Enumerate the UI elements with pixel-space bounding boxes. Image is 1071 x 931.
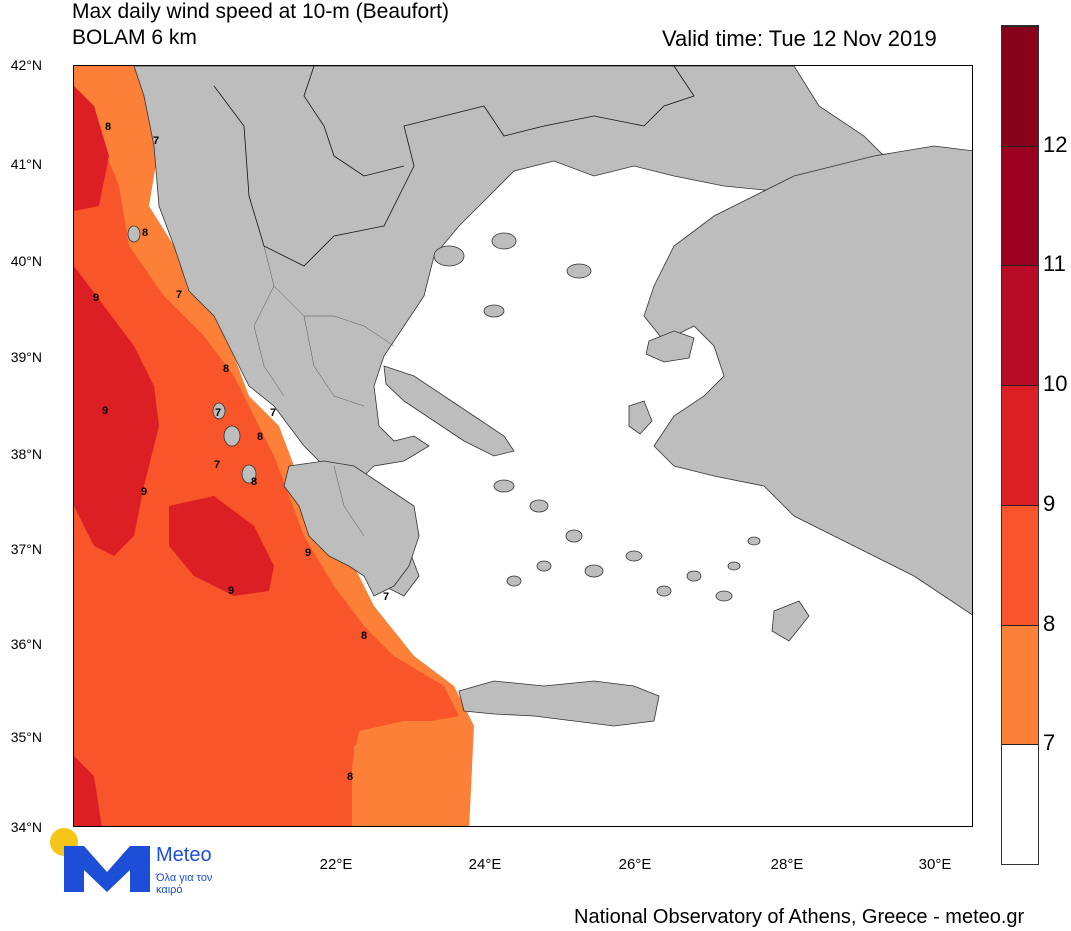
anatomia-landmass — [643, 145, 972, 616]
lon-label-26: 26°E — [618, 856, 652, 873]
contour-label: 9 — [305, 547, 311, 559]
beaufort-8-patch — [352, 721, 472, 826]
evia-island — [383, 365, 515, 457]
contour-label: 8 — [142, 227, 148, 239]
northern-aegean-islands — [433, 232, 592, 318]
colorbar-segment — [1002, 624, 1038, 745]
contour-label: 7 — [383, 591, 389, 603]
beaufort-10-zone — [74, 86, 109, 211]
lat-label-34: 34°N — [10, 819, 42, 835]
contour-label: 7 — [176, 289, 182, 301]
colorbar-segment — [1002, 504, 1038, 625]
m-logo-icon — [64, 846, 150, 892]
colorbar-segment — [1002, 265, 1038, 386]
ionian-islands — [127, 225, 257, 484]
beaufort-colorbar — [1001, 25, 1039, 865]
lat-label-37: 37°N — [10, 541, 42, 557]
lat-label-41: 41°N — [10, 156, 42, 172]
contour-label: 7 — [214, 459, 220, 471]
lat-label-38: 38°N — [10, 446, 42, 462]
crete-island — [458, 680, 660, 727]
chart-title: Max daily wind speed at 10-m (Beaufort) — [72, 0, 450, 23]
colorbar-label: 7 — [1043, 730, 1056, 756]
colorbar-label: 9 — [1043, 490, 1056, 516]
region-borders — [253, 245, 395, 537]
valid-time: Valid time: Tue 12 Nov 2019 — [662, 26, 937, 51]
colorbar-label: 12 — [1043, 131, 1068, 157]
colorbar-label: 10 — [1043, 371, 1068, 397]
contour-label: 8 — [223, 363, 229, 375]
logo-tagline: Όλα για τον καιρό — [156, 872, 213, 896]
contour-label: 8 — [105, 121, 111, 133]
lat-label-40: 40°N — [10, 253, 42, 269]
contour-label: 9 — [228, 585, 234, 597]
country-borders — [213, 66, 695, 267]
contour-label: 8 — [257, 431, 263, 443]
colorbar-segment — [1002, 26, 1038, 146]
lon-label-30: 30°E — [918, 856, 952, 873]
model-name: BOLAM 6 km — [72, 26, 197, 49]
chios-island — [628, 400, 653, 435]
colorbar-segment — [1002, 385, 1038, 505]
credit-line: National Observatory of Athens, Greece -… — [574, 906, 1025, 928]
lat-label-36: 36°N — [10, 636, 42, 652]
peloponnese-landmass — [283, 460, 420, 597]
contour-label: 7 — [270, 407, 276, 419]
lat-label-35: 35°N — [10, 729, 42, 745]
beaufort-10-zone — [74, 266, 159, 556]
cyclades-islands — [493, 479, 761, 602]
contour-label: 7 — [215, 407, 221, 419]
colorbar-label: 8 — [1043, 610, 1056, 636]
contour-label: 9 — [93, 292, 99, 304]
contour-label: 9 — [102, 405, 108, 417]
colorbar-segment — [1002, 744, 1038, 864]
lon-label-22: 22°E — [319, 856, 353, 873]
contour-label: 8 — [347, 771, 353, 783]
contour-label: 8 — [361, 630, 367, 642]
beaufort-10-zone — [169, 496, 274, 596]
beaufort-9-zone — [74, 106, 459, 826]
rhodes-island — [771, 600, 810, 642]
contour-label: 8 — [251, 476, 257, 488]
lon-label-28: 28°E — [770, 856, 804, 873]
contour-label: 9 — [141, 486, 147, 498]
colorbar-segment — [1002, 145, 1038, 266]
contour-label: 7 — [153, 135, 159, 147]
lat-label-39: 39°N — [10, 349, 42, 365]
lesbos-island — [645, 330, 695, 363]
logo-name: Meteo — [156, 844, 212, 866]
lon-label-24: 24°E — [468, 856, 502, 873]
lat-label-42: 42°N — [10, 57, 42, 73]
colorbar-label: 11 — [1043, 251, 1066, 277]
meteo-logo: Meteo Όλα για τον καιρό — [50, 828, 230, 896]
beaufort-10-zone — [74, 756, 102, 826]
